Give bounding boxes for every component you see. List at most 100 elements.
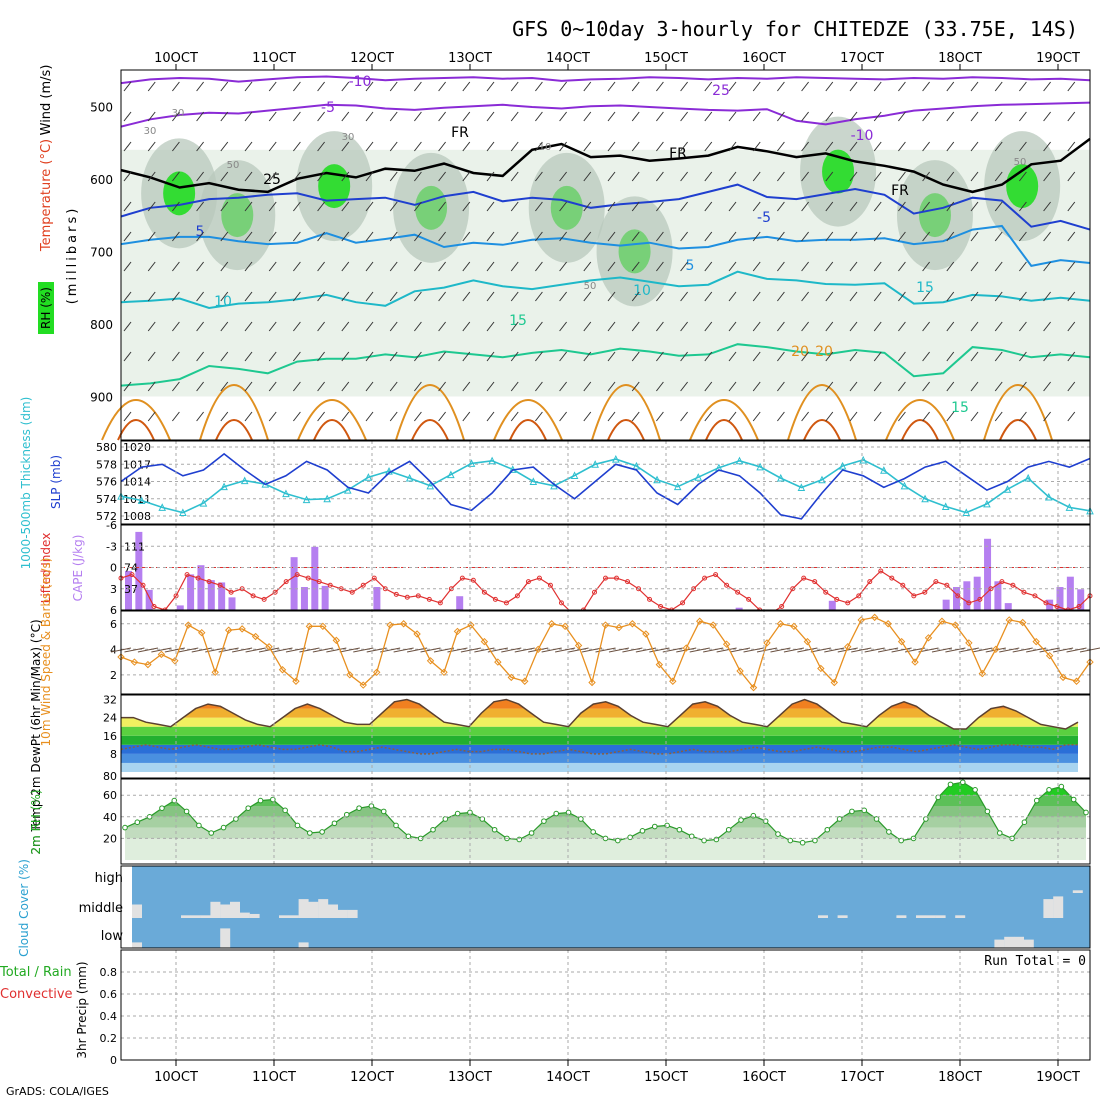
wind-barb [970, 261, 979, 272]
x-tick-label-top: 11OCT [252, 51, 296, 66]
contour-label: 25 [712, 83, 730, 99]
wind-barb [559, 111, 567, 122]
wind-barb [535, 291, 543, 302]
wind-barb [970, 411, 979, 422]
wind-barb-10m [689, 647, 710, 653]
wind-barb [389, 111, 398, 122]
wind-speed-marker [184, 621, 192, 629]
thickness-line-marker [405, 473, 414, 482]
wind-barb [994, 81, 1003, 92]
lifted-index-marker [371, 575, 377, 581]
wind-barb [559, 351, 567, 362]
rh-tick-label: 40 [103, 811, 117, 824]
wind-ylabel: 10m Wind Speed & Barbs (m/s) [39, 558, 53, 747]
rh-marker [159, 805, 165, 811]
wind-barb [365, 351, 374, 362]
wind-barb [777, 141, 785, 152]
wind-speed-marker [951, 621, 960, 629]
wind-barb [486, 321, 495, 332]
contour-label: FR [451, 125, 469, 141]
thickness-line-marker [426, 481, 435, 490]
thickness-tick-label: 580 [96, 441, 117, 454]
wind-barb [728, 201, 737, 212]
lifted-index-marker [360, 582, 366, 588]
cape-bar [1004, 603, 1012, 610]
wind-barb [873, 141, 882, 152]
cape-bar [735, 607, 743, 610]
wind-barb [559, 411, 567, 422]
wind-speed-marker [1045, 651, 1054, 660]
wind-barb [777, 171, 785, 182]
cloud-cell-middle [935, 915, 946, 918]
wind-barb [196, 171, 204, 182]
wind-barb [873, 351, 882, 362]
wind-barb [898, 81, 906, 92]
lifted-index-marker [680, 600, 686, 606]
wind-barb [317, 321, 325, 332]
wind-barb [631, 411, 640, 422]
cape-bar [321, 585, 329, 610]
wind-barb [752, 351, 761, 362]
wind-barb [293, 411, 301, 422]
wind-barb [946, 171, 955, 182]
cloud-cell-middle [818, 915, 828, 918]
wind-barb [244, 411, 253, 422]
cloud-cell-middle [132, 904, 142, 918]
wind-barb [752, 381, 761, 392]
x-tick-label-top: 17OCT [840, 51, 884, 66]
wind-speed-marker [655, 660, 664, 669]
rh-marker [565, 809, 572, 816]
wind-barb [704, 411, 713, 422]
wind-barb-10m [245, 647, 266, 653]
wind-barb-10m [433, 647, 455, 653]
wind-barb-10m [945, 647, 966, 653]
wind-barb [631, 231, 640, 242]
lifted-index-marker [878, 568, 884, 574]
x-tick-label-top: 10OCT [154, 51, 198, 66]
rh-marker [738, 817, 744, 823]
wind-barb [631, 171, 640, 182]
wind-barb-10m [676, 647, 697, 653]
wind-barb [946, 201, 955, 212]
wind-barb-10m [555, 647, 576, 653]
wind-barb [486, 381, 495, 392]
wind-barb [994, 321, 1003, 332]
slp-ylabel: SLP (mb) [49, 455, 63, 509]
wind-barb [438, 321, 446, 332]
wind-barb [365, 381, 374, 392]
wind-barb [728, 81, 737, 92]
wind-barb [898, 141, 906, 152]
cloud-cell-middle [279, 915, 289, 918]
wind-barb [922, 351, 930, 362]
wind-speed-marker [265, 643, 273, 651]
isotherm-30-arch [901, 419, 939, 441]
wind-barb [414, 171, 422, 182]
lifted-index-marker [922, 589, 928, 595]
wind-barb [656, 261, 664, 272]
wind-speed-marker [884, 620, 892, 628]
wind-barb [922, 261, 930, 272]
wind-barb [849, 171, 858, 182]
wind-barb [898, 321, 906, 332]
wind-barb [777, 81, 785, 92]
cape-bar [953, 587, 960, 610]
wind-barb-10m [608, 647, 630, 653]
wind-barb [147, 111, 156, 122]
rh-marker [196, 822, 202, 829]
wind-barb [123, 231, 132, 242]
wind-barb [196, 411, 204, 422]
pressure-tick-label: 800 [90, 318, 113, 332]
x-tick-label-bottom: 13OCT [448, 1070, 492, 1085]
wind-barb-10m [339, 647, 360, 653]
isotherm-25-arch [787, 384, 857, 441]
thickness-tick-label: 578 [96, 458, 117, 471]
wind-barb [898, 201, 906, 212]
wind-barb [462, 411, 471, 422]
panel-border [120, 694, 1091, 779]
wind-barb [341, 321, 350, 332]
cloud-cell-low [1014, 936, 1024, 948]
thickness-tick-label: 572 [96, 510, 117, 523]
wind-barb-10m [1039, 647, 1060, 653]
wind-speed-marker [803, 637, 812, 646]
wind-speed-marker [601, 621, 610, 629]
